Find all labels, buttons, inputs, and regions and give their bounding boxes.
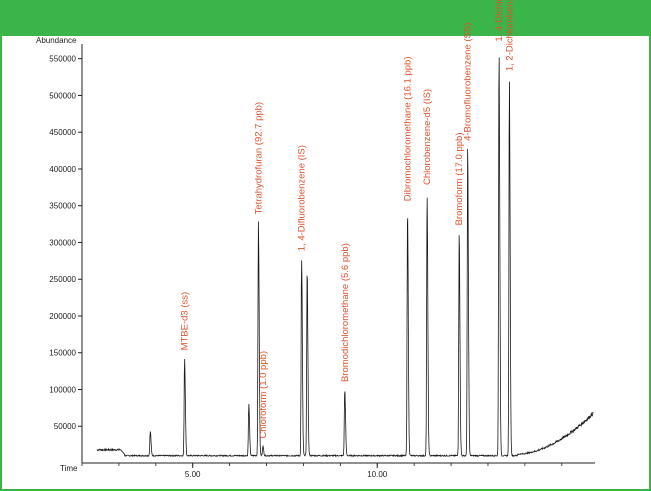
chromatogram-trace xyxy=(96,57,594,458)
peak-label: Bromoform (17.0 ppb) xyxy=(454,132,465,225)
peak-label: Chloroform (1.0 ppb) xyxy=(258,351,269,439)
peak-label: MTBE-d3 (ss) xyxy=(180,292,191,351)
peak-labels: MTBE-d3 (ss) Tetrahydrofuran (92.7 ppb) Ch… xyxy=(180,0,516,439)
axes: Abundance Time xyxy=(36,36,595,473)
x-tick-label: 10.00 xyxy=(367,470,388,479)
peak-label: 1, 2-Dichlorobenzene-d4 (SS) xyxy=(504,0,515,71)
peak-label: Bromodichloromethane (5.6 ppb) xyxy=(340,243,351,382)
x-axis-title: Time xyxy=(60,464,78,473)
x-tick-label: 5.00 xyxy=(185,470,201,479)
y-tick-label: 200000 xyxy=(49,312,76,321)
x-ticks: 5.00 10.00 xyxy=(81,463,563,479)
y-tick-label: 50000 xyxy=(54,422,77,431)
peak-label: 4-Bromofluorobenzene (SS) xyxy=(463,23,474,141)
header-bar xyxy=(2,2,649,36)
y-tick-label: 100000 xyxy=(49,385,76,394)
y-tick-label: 350000 xyxy=(49,202,76,211)
peak-label: Dibromochloromethane (16.1 ppb) xyxy=(402,56,413,201)
y-tick-label: 150000 xyxy=(49,349,76,358)
y-tick-label: 250000 xyxy=(49,275,76,284)
y-tick-label: 450000 xyxy=(49,128,76,137)
y-axis-title: Abundance xyxy=(36,36,77,45)
y-tick-label: 400000 xyxy=(49,165,76,174)
y-ticks: 50000 100000 150000 200000 250000 300000 35000… xyxy=(49,55,82,431)
y-tick-label: 500000 xyxy=(49,91,76,100)
y-tick-label: 550000 xyxy=(49,55,76,64)
peak-label: 1, 4-Difluorobenzene (IS) xyxy=(297,145,308,251)
y-tick-label: 300000 xyxy=(49,238,76,247)
peak-label: Tetrahydrofuran (92.7 ppb) xyxy=(253,102,264,214)
peak-label: 1, 4-Dichlorobenzene-d4 (IS) xyxy=(494,0,505,42)
peak-label: Chlorobenzene-d5 (IS) xyxy=(422,89,433,185)
